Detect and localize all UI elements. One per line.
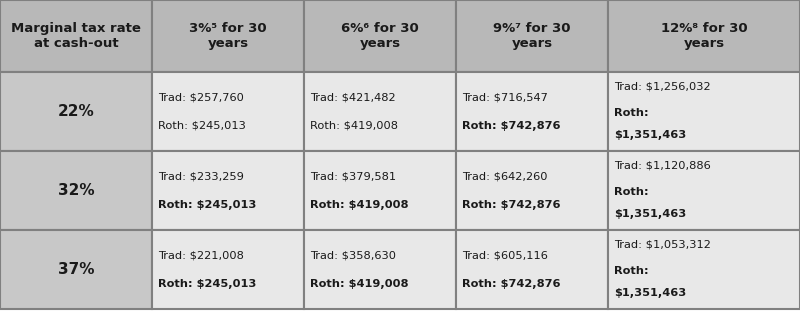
Text: Roth: $245,013: Roth: $245,013: [158, 200, 256, 210]
Text: Roth: $245,013: Roth: $245,013: [158, 121, 246, 131]
Bar: [608, 151, 800, 230]
Bar: [0, 72, 152, 151]
Bar: [456, 230, 608, 309]
Bar: [608, 0, 800, 72]
Text: Roth:: Roth:: [614, 187, 649, 197]
Bar: [304, 151, 456, 230]
Text: Trad: $379,581: Trad: $379,581: [310, 171, 396, 181]
Bar: [152, 0, 304, 72]
Text: $1,351,463: $1,351,463: [614, 130, 686, 140]
Text: 22%: 22%: [58, 104, 94, 119]
Bar: [304, 230, 456, 309]
Bar: [152, 72, 304, 151]
Bar: [152, 151, 304, 230]
Text: Roth: $742,876: Roth: $742,876: [462, 279, 561, 289]
Bar: [304, 72, 456, 151]
Text: 3%⁵ for 30
years: 3%⁵ for 30 years: [189, 22, 267, 50]
Text: Roth: $419,008: Roth: $419,008: [310, 279, 409, 289]
Text: Trad: $605,116: Trad: $605,116: [462, 250, 548, 260]
Text: 37%: 37%: [58, 262, 94, 277]
Bar: [0, 151, 152, 230]
Bar: [0, 0, 152, 72]
Bar: [608, 230, 800, 309]
Text: Roth:: Roth:: [614, 266, 649, 276]
Text: Trad: $642,260: Trad: $642,260: [462, 171, 547, 181]
Text: Trad: $716,547: Trad: $716,547: [462, 92, 548, 102]
Text: Trad: $221,008: Trad: $221,008: [158, 250, 244, 260]
Text: $1,351,463: $1,351,463: [614, 288, 686, 298]
Text: 6%⁶ for 30
years: 6%⁶ for 30 years: [341, 22, 419, 50]
Text: Roth: $742,876: Roth: $742,876: [462, 121, 561, 131]
Text: Trad: $233,259: Trad: $233,259: [158, 171, 244, 181]
Text: 9%⁷ for 30
years: 9%⁷ for 30 years: [494, 22, 570, 50]
Text: Roth: $245,013: Roth: $245,013: [158, 279, 256, 289]
Bar: [456, 0, 608, 72]
Text: Roth: $419,008: Roth: $419,008: [310, 200, 409, 210]
Text: Roth: $742,876: Roth: $742,876: [462, 200, 561, 210]
Text: Trad: $358,630: Trad: $358,630: [310, 250, 396, 260]
Text: Trad: $421,482: Trad: $421,482: [310, 92, 396, 102]
Bar: [456, 151, 608, 230]
Bar: [456, 72, 608, 151]
Text: Marginal tax rate
at cash-out: Marginal tax rate at cash-out: [11, 22, 141, 50]
Text: Trad: $1,256,032: Trad: $1,256,032: [614, 81, 710, 91]
Text: Trad: $1,053,312: Trad: $1,053,312: [614, 239, 711, 249]
Text: Trad: $1,120,886: Trad: $1,120,886: [614, 160, 710, 170]
Text: Roth:: Roth:: [614, 108, 649, 118]
Bar: [0, 230, 152, 309]
Text: 12%⁸ for 30
years: 12%⁸ for 30 years: [661, 22, 747, 50]
Bar: [152, 230, 304, 309]
Bar: [304, 0, 456, 72]
Bar: [608, 72, 800, 151]
Text: $1,351,463: $1,351,463: [614, 209, 686, 219]
Text: Trad: $257,760: Trad: $257,760: [158, 92, 244, 102]
Text: Roth: $419,008: Roth: $419,008: [310, 121, 398, 131]
Text: 32%: 32%: [58, 183, 94, 198]
